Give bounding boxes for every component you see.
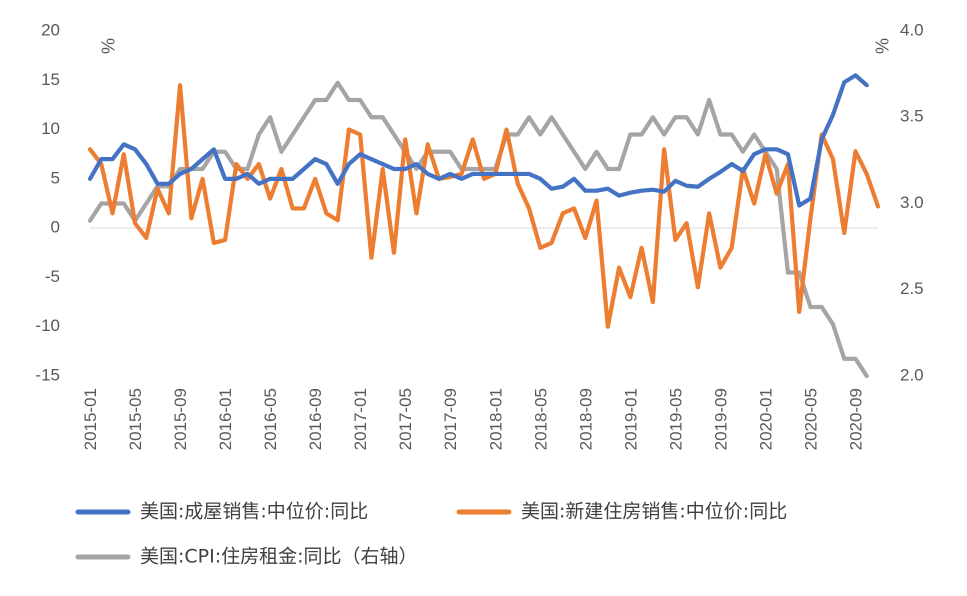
right-unit-label: % [871, 38, 891, 54]
x-tick-label: 2016-05 [261, 388, 280, 450]
y-right-tick-label: 3.5 [900, 107, 924, 126]
series-line-0 [87, 73, 869, 208]
x-tick-label: 2019-09 [711, 388, 730, 450]
y-left-tick-label: 10 [41, 119, 60, 138]
y-left-tick-label: -5 [45, 267, 60, 286]
x-tick-label: 2020-01 [756, 388, 775, 450]
series-line-1 [87, 83, 881, 329]
y-left-tick-label: 20 [41, 20, 60, 39]
x-tick-label: 2017-05 [396, 388, 415, 450]
series-line-2 [87, 80, 869, 379]
x-tick-label: 2018-05 [531, 388, 550, 450]
y-left-tick-label: 15 [41, 70, 60, 89]
x-tick-label: 2019-01 [621, 388, 640, 450]
x-tick-label: 2017-09 [441, 388, 460, 450]
x-tick-label: 2015-05 [126, 388, 145, 450]
legend-label: 美国:成屋销售:中位价:同比 [140, 501, 368, 523]
y-right-tick-label: 4.0 [900, 20, 924, 39]
y-left-tick-label: -10 [35, 316, 60, 335]
legend-label: 美国:新建住房销售:中位价:同比 [521, 501, 787, 523]
left-unit-label: % [97, 38, 117, 54]
legend-label: 美国:CPI:住房租金:同比（右轴） [140, 546, 418, 568]
x-tick-label: 2020-05 [801, 388, 820, 450]
y-left-tick-label: 5 [51, 168, 60, 187]
axes: 20 15 10 5 0 -5 -10 -15 4.0 3.5 3.0 2.5 2.0 2015-01 20… [35, 20, 923, 450]
x-tick-label: 2018-01 [486, 388, 505, 450]
x-tick-label: 2020-09 [846, 388, 865, 450]
x-tick-label: 2018-09 [576, 388, 595, 450]
series-layer [87, 73, 881, 379]
y-left-tick-label: 0 [51, 218, 60, 237]
x-tick-label: 2017-01 [351, 388, 370, 450]
y-left-tick-label: -15 [35, 365, 60, 384]
y-right-tick-label: 2.5 [900, 279, 924, 298]
legend: 美国:成屋销售:中位价:同比 美国:新建住房销售:中位价:同比美国:CPI:住房租… [75, 501, 787, 568]
x-tick-label: 2016-01 [216, 388, 235, 450]
x-tick-label: 2016-09 [306, 388, 325, 450]
y-right-tick-label: 3.0 [900, 193, 924, 212]
x-tick-label: 2015-01 [81, 388, 100, 450]
y-right-tick-label: 2.0 [900, 365, 924, 384]
x-tick-label: 2019-05 [666, 388, 685, 450]
x-tick-label: 2015-09 [171, 388, 190, 450]
